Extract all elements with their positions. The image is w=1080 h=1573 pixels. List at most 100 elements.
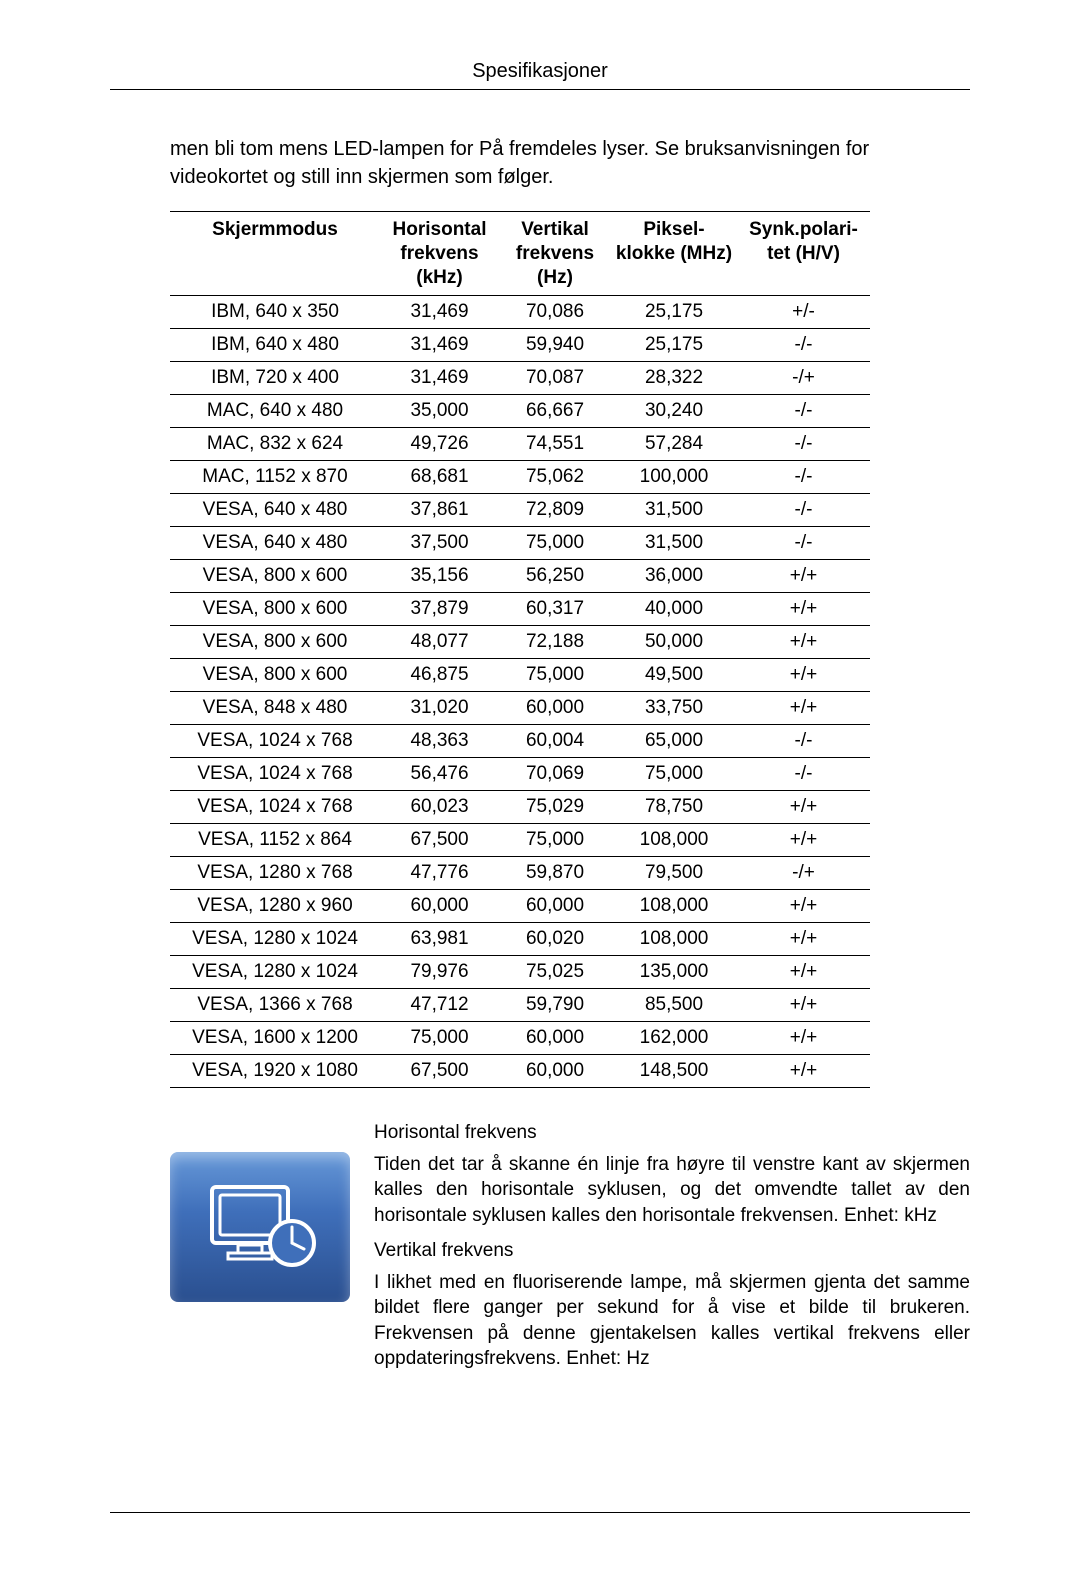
table-cell: 59,940 [499, 329, 611, 362]
table-row: VESA, 800 x 60048,07772,18850,000+/+ [170, 626, 870, 659]
table-row: VESA, 1366 x 76847,71259,79085,500+/+ [170, 989, 870, 1022]
table-cell: +/+ [737, 791, 870, 824]
table-cell: 31,020 [380, 692, 499, 725]
table-row: VESA, 1280 x 96060,00060,000108,000+/+ [170, 890, 870, 923]
table-cell: 100,000 [611, 461, 737, 494]
table-cell: 48,077 [380, 626, 499, 659]
table-cell: 135,000 [611, 956, 737, 989]
table-cell: -/- [737, 395, 870, 428]
vertical-freq-title: Vertikal frekvens [374, 1238, 970, 1263]
table-cell: 60,000 [499, 1055, 611, 1088]
table-row: MAC, 640 x 48035,00066,66730,240-/- [170, 395, 870, 428]
table-cell: 68,681 [380, 461, 499, 494]
table-row: VESA, 1024 x 76848,36360,00465,000-/- [170, 725, 870, 758]
table-row: VESA, 848 x 48031,02060,00033,750+/+ [170, 692, 870, 725]
table-cell: 70,069 [499, 758, 611, 791]
table-cell: 70,086 [499, 296, 611, 329]
table-cell: 85,500 [611, 989, 737, 1022]
table-cell: 148,500 [611, 1055, 737, 1088]
table-cell: 108,000 [611, 890, 737, 923]
table-row: MAC, 832 x 62449,72674,55157,284-/- [170, 428, 870, 461]
table-cell: 36,000 [611, 560, 737, 593]
table-cell: VESA, 1024 x 768 [170, 758, 380, 791]
info-text: Horisontal frekvens Tiden det tar å skan… [374, 1120, 970, 1381]
table-cell: 75,025 [499, 956, 611, 989]
table-cell: 47,776 [380, 857, 499, 890]
table-cell: 60,000 [499, 692, 611, 725]
table-cell: 59,790 [499, 989, 611, 1022]
table-cell: 59,870 [499, 857, 611, 890]
table-cell: VESA, 1280 x 960 [170, 890, 380, 923]
table-cell: 60,004 [499, 725, 611, 758]
table-cell: 65,000 [611, 725, 737, 758]
table-cell: 60,020 [499, 923, 611, 956]
table-row: IBM, 720 x 40031,46970,08728,322-/+ [170, 362, 870, 395]
intro-paragraph: men bli tom mens LED-lampen for På fremd… [170, 136, 970, 191]
table-cell: +/+ [737, 626, 870, 659]
table-cell: VESA, 1920 x 1080 [170, 1055, 380, 1088]
table-cell: 79,500 [611, 857, 737, 890]
table-cell: -/+ [737, 857, 870, 890]
table-cell: 75,000 [499, 659, 611, 692]
table-cell: -/- [737, 329, 870, 362]
table-cell: 37,500 [380, 527, 499, 560]
table-cell: VESA, 640 x 480 [170, 527, 380, 560]
table-cell: 63,981 [380, 923, 499, 956]
table-head: Skjermmodus Horisontal frekvens (kHz) Ve… [170, 212, 870, 296]
timing-table: Skjermmodus Horisontal frekvens (kHz) Ve… [170, 211, 870, 1088]
table-cell: 75,000 [380, 1022, 499, 1055]
table-cell: 40,000 [611, 593, 737, 626]
table-cell: VESA, 1024 x 768 [170, 791, 380, 824]
table-cell: 31,500 [611, 494, 737, 527]
table-cell: IBM, 640 x 350 [170, 296, 380, 329]
table-cell: 47,712 [380, 989, 499, 1022]
table-cell: VESA, 848 x 480 [170, 692, 380, 725]
table-cell: 56,250 [499, 560, 611, 593]
table-cell: 74,551 [499, 428, 611, 461]
page-header-title: Spesifikasjoner [110, 60, 970, 90]
table-row: VESA, 1280 x 102479,97675,025135,000+/+ [170, 956, 870, 989]
table-cell: 37,879 [380, 593, 499, 626]
table-cell: +/+ [737, 560, 870, 593]
info-block: Horisontal frekvens Tiden det tar å skan… [170, 1120, 970, 1381]
table-cell: 108,000 [611, 923, 737, 956]
table-cell: MAC, 640 x 480 [170, 395, 380, 428]
table-cell: 31,469 [380, 362, 499, 395]
table-cell: 31,469 [380, 329, 499, 362]
horizontal-freq-title: Horisontal frekvens [374, 1120, 970, 1145]
table-cell: 35,000 [380, 395, 499, 428]
vertical-freq-body: I likhet med en fluoriserende lampe, må … [374, 1270, 970, 1372]
table-cell: VESA, 800 x 600 [170, 626, 380, 659]
table-cell: 57,284 [611, 428, 737, 461]
table-cell: 75,000 [499, 527, 611, 560]
table-cell: +/+ [737, 1055, 870, 1088]
table-row: VESA, 1024 x 76856,47670,06975,000-/- [170, 758, 870, 791]
table-cell: 60,000 [499, 890, 611, 923]
table-cell: VESA, 1600 x 1200 [170, 1022, 380, 1055]
table-cell: 28,322 [611, 362, 737, 395]
page: Spesifikasjoner men bli tom mens LED-lam… [0, 0, 1080, 1573]
table-cell: 35,156 [380, 560, 499, 593]
table-cell: +/+ [737, 923, 870, 956]
table-cell: -/- [737, 527, 870, 560]
table-cell: 60,023 [380, 791, 499, 824]
col-header-pixelclock: Piksel-klokke (MHz) [611, 212, 737, 296]
table-cell: MAC, 1152 x 870 [170, 461, 380, 494]
table-row: VESA, 1280 x 76847,77659,87079,500-/+ [170, 857, 870, 890]
table-cell: -/- [737, 461, 870, 494]
col-header-syncpol: Synk.polari-tet (H/V) [737, 212, 870, 296]
table-cell: VESA, 1280 x 1024 [170, 923, 380, 956]
table-cell: 30,240 [611, 395, 737, 428]
table-cell: +/+ [737, 593, 870, 626]
table-cell: 31,469 [380, 296, 499, 329]
table-cell: 75,029 [499, 791, 611, 824]
table-cell: +/+ [737, 659, 870, 692]
col-header-vfreq: Vertikal frekvens (Hz) [499, 212, 611, 296]
table-row: VESA, 800 x 60035,15656,25036,000+/+ [170, 560, 870, 593]
table-row: VESA, 1600 x 120075,00060,000162,000+/+ [170, 1022, 870, 1055]
table-cell: 49,726 [380, 428, 499, 461]
col-header-hfreq: Horisontal frekvens (kHz) [380, 212, 499, 296]
table-cell: 108,000 [611, 824, 737, 857]
table-cell: 72,809 [499, 494, 611, 527]
table-cell: 46,875 [380, 659, 499, 692]
